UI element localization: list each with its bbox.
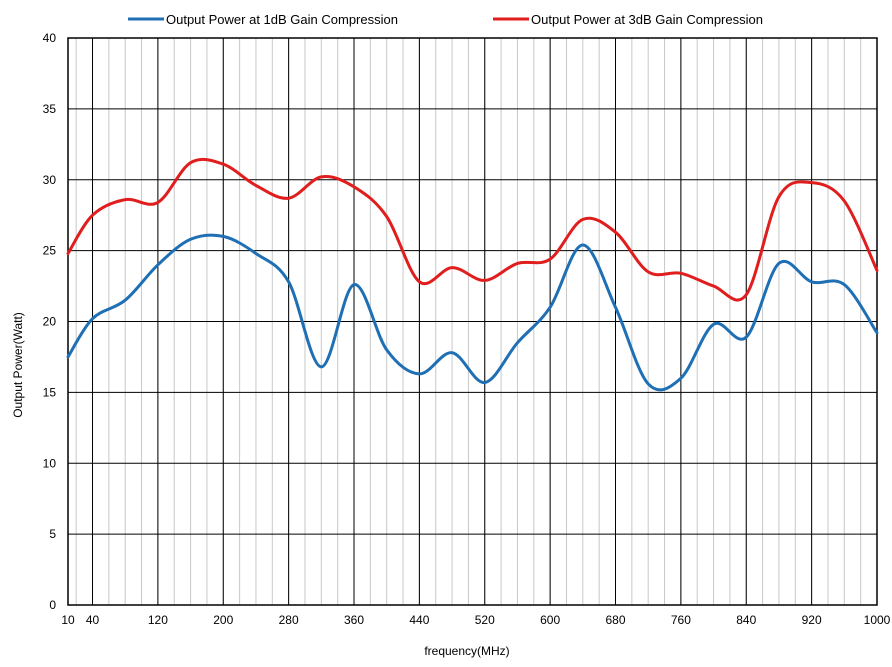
axes: 10 40 120 200 280 360 440 520 600 680 760 840 920 100…	[43, 31, 891, 627]
y-tick-label: 15	[43, 385, 57, 399]
series-line-1	[66, 233, 879, 392]
y-tick-label: 35	[43, 102, 57, 116]
y-tick-label: 40	[43, 31, 57, 45]
x-tick-label: 280	[279, 613, 299, 627]
x-tick-label: 40	[86, 613, 100, 627]
grid	[68, 38, 877, 605]
x-tick-label: 1000	[864, 613, 891, 627]
x-tick-label: 680	[605, 613, 625, 627]
legend: Output Power at 1dB Gain Compression Outp…	[128, 12, 763, 27]
plot-frame	[67, 37, 878, 606]
legend-label-2: Output Power at 3dB Gain Compression	[531, 12, 763, 27]
x-tick-label: 920	[802, 613, 822, 627]
y-axis-label: Output Power(Watt)	[11, 312, 25, 418]
y-tick-label: 10	[43, 456, 57, 470]
x-tick-label: 840	[736, 613, 756, 627]
x-tick-label: 120	[148, 613, 168, 627]
y-tick-label: 30	[43, 173, 57, 187]
x-axis-label: frequency(MHz)	[424, 644, 509, 658]
x-tick-label: 520	[475, 613, 495, 627]
axis-labels: frequency(MHz) Output Power(Watt)	[11, 312, 510, 658]
x-tick-label: 440	[409, 613, 429, 627]
x-tick-label: 600	[540, 613, 560, 627]
y-tick-label: 20	[43, 315, 57, 329]
y-tick-label: 0	[49, 598, 56, 612]
legend-label-1: Output Power at 1dB Gain Compression	[166, 12, 398, 27]
y-tick-label: 5	[49, 527, 56, 541]
x-tick-label: 10	[61, 613, 75, 627]
series-group	[66, 157, 879, 392]
x-tick-label: 360	[344, 613, 364, 627]
y-tick-label: 25	[43, 244, 57, 258]
x-tick-label: 200	[213, 613, 233, 627]
x-tick-label: 760	[671, 613, 691, 627]
series-line-2	[66, 157, 879, 302]
